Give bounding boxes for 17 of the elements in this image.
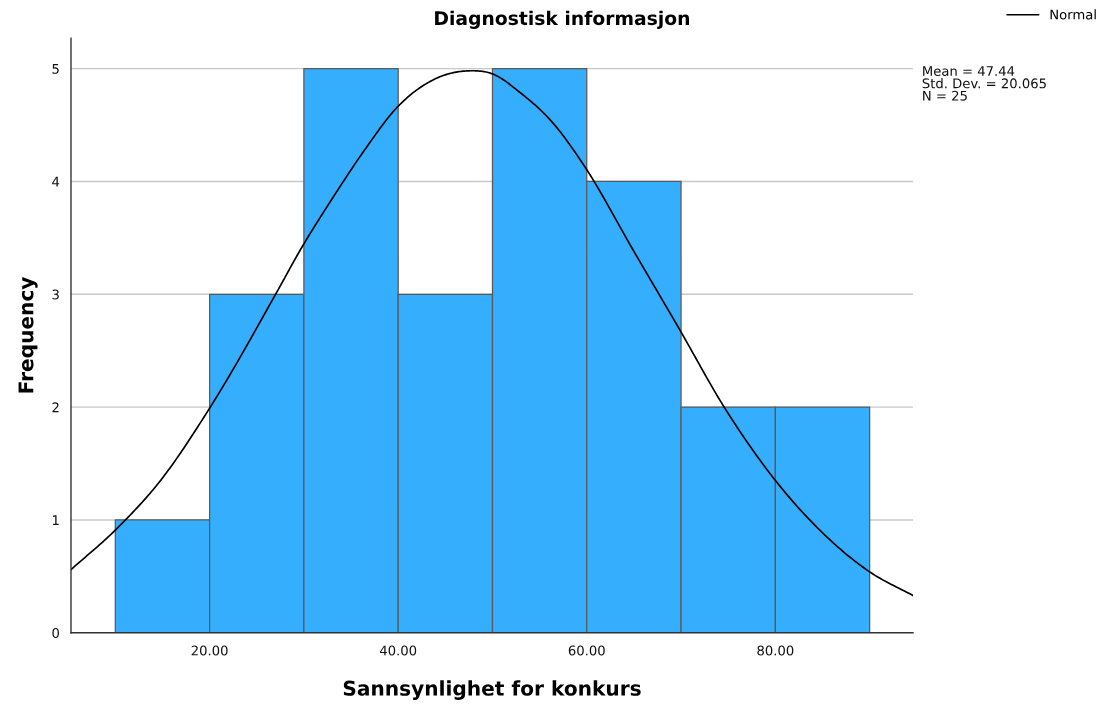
y-tick-label: 5 bbox=[52, 64, 59, 74]
y-tick-label: 4 bbox=[52, 176, 60, 187]
x-tick-label: 60.00 bbox=[568, 645, 605, 656]
x-tick-label: 40.00 bbox=[379, 645, 417, 656]
y-tick-label: 0 bbox=[52, 627, 59, 638]
x-axis-title: Sannsynlighet for konkurs bbox=[343, 680, 641, 700]
text: N = 25 bbox=[923, 90, 967, 101]
text: Std. Dev. = 20.065 bbox=[922, 78, 1046, 89]
y-axis-title: Frequency bbox=[18, 276, 38, 393]
chart-title: Diagnostisk informasjon bbox=[435, 10, 690, 29]
x-tick-label: 20.00 bbox=[191, 645, 228, 656]
y-tick-label: 2 bbox=[52, 402, 59, 413]
x-tick-label: 80.00 bbox=[757, 645, 794, 656]
text: Mean = 47.44 bbox=[923, 66, 1015, 76]
y-tick-label: 3 bbox=[52, 289, 59, 300]
y-tick-label: 1 bbox=[52, 515, 59, 525]
legend-label: Normal bbox=[1050, 9, 1096, 20]
